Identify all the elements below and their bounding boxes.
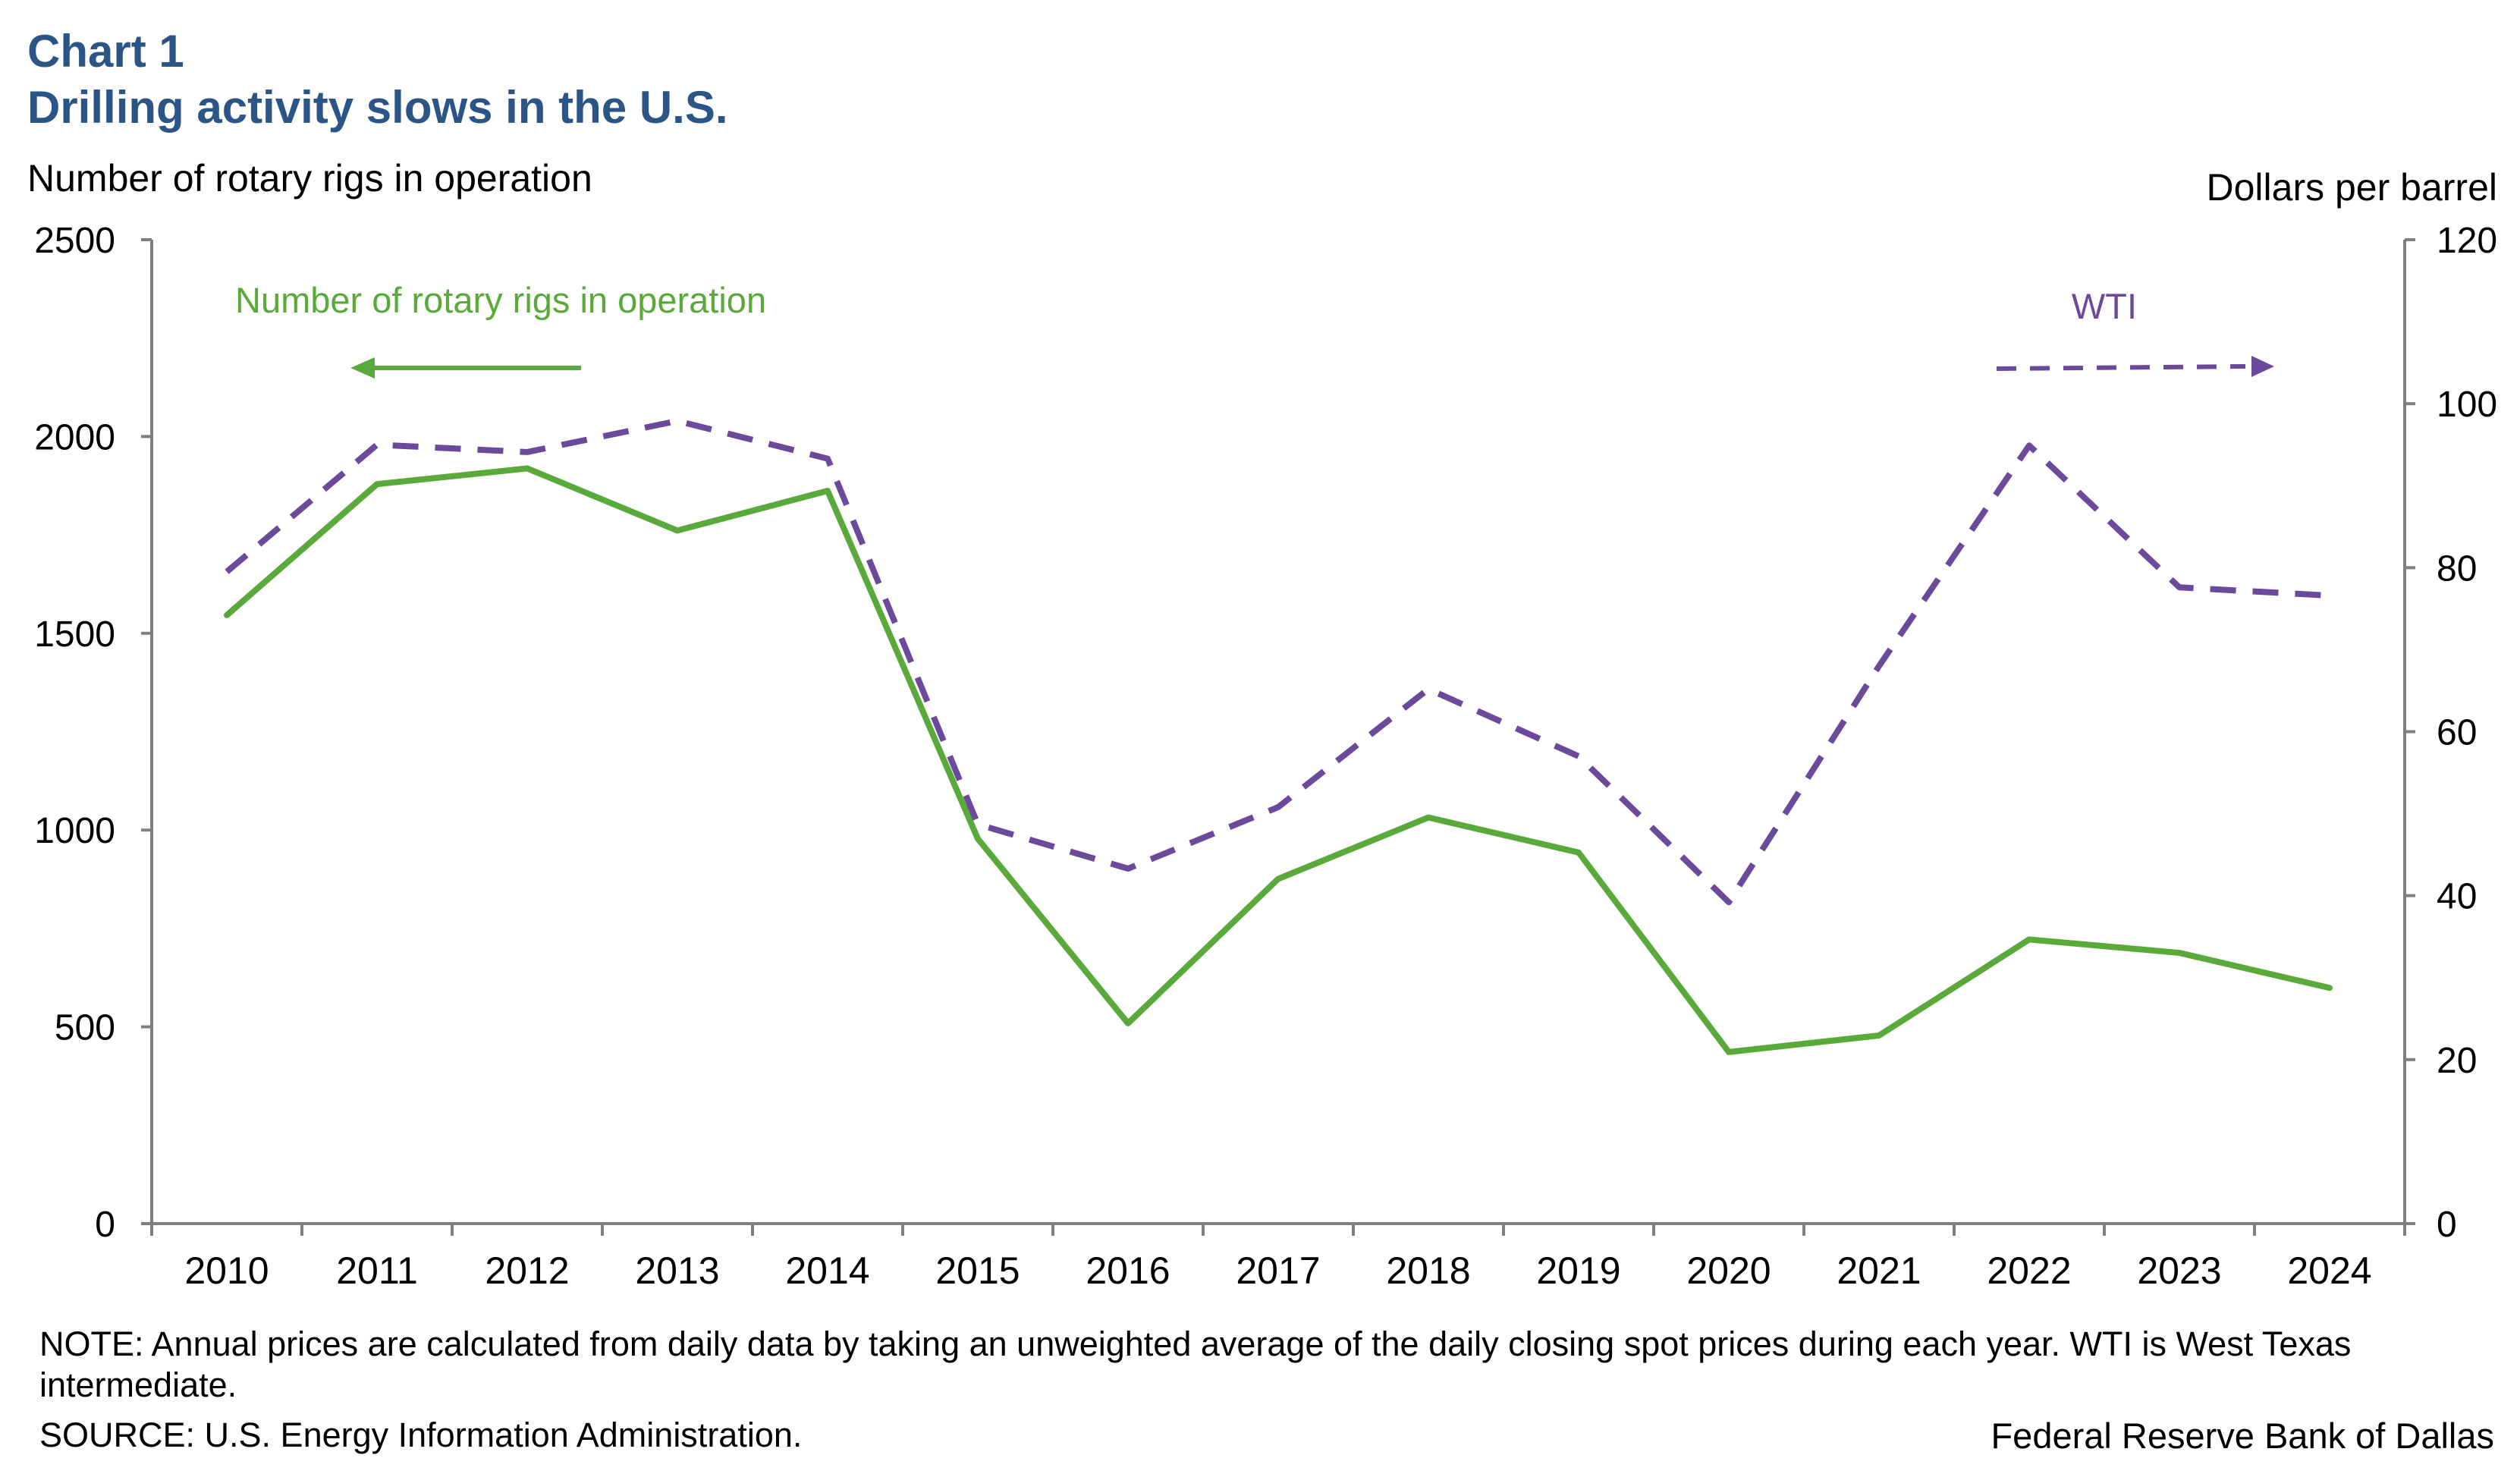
rigs-point-2015 [975, 836, 981, 842]
wti-point-2017 [1275, 804, 1281, 810]
wti-annotation-label: WTI [2072, 286, 2137, 326]
wti-arrow-head [2251, 356, 2274, 377]
wti-point-2013 [674, 418, 680, 424]
right-axis-title: Dollars per barrel [2206, 166, 2497, 209]
left-tick-label: 2500 [34, 221, 115, 261]
wti-point-2011 [374, 442, 380, 448]
wti-arrow-shaft [1996, 364, 2246, 371]
chart-source: SOURCE: U.S. Energy Information Administ… [39, 1416, 803, 1454]
rigs-point-2022 [2026, 936, 2032, 942]
left-tick-label: 1500 [34, 614, 115, 655]
x-tick-label: 2014 [785, 1249, 869, 1292]
left-tick-label: 500 [55, 1008, 115, 1048]
left-tick-label: 1000 [34, 811, 115, 851]
rigs-point-2016 [1125, 1020, 1131, 1026]
rigs-point-2021 [1876, 1032, 1882, 1039]
wti-point-2018 [1425, 686, 1431, 692]
left-tick-label: 2000 [34, 417, 115, 457]
wti-point-2024 [2327, 592, 2333, 599]
rigs-point-2013 [674, 527, 680, 533]
rigs-series-line [224, 465, 2333, 1055]
rigs-point-2014 [825, 488, 831, 494]
wti-point-2010 [224, 569, 230, 575]
wti-point-2023 [2176, 584, 2182, 590]
wti-point-2016 [1125, 866, 1131, 872]
left-tick-label: 0 [95, 1205, 115, 1245]
x-tick-label: 2023 [2137, 1249, 2221, 1292]
rigs-arrow-head [350, 357, 375, 379]
rigs-annotation-label: Number of rotary rigs in operation [235, 280, 766, 320]
x-tick-label: 2017 [1236, 1249, 1320, 1292]
right-tick-label: 100 [2437, 385, 2497, 425]
rigs-point-2018 [1425, 815, 1431, 821]
wti-point-2012 [524, 449, 530, 455]
rigs-point-2019 [1576, 850, 1582, 856]
rigs-point-2011 [374, 481, 380, 487]
left-axis-title: Number of rotary rigs in operation [27, 157, 592, 200]
rigs-point-2017 [1275, 876, 1281, 882]
x-tick-label: 2013 [635, 1249, 719, 1292]
right-tick-label: 20 [2437, 1041, 2477, 1081]
x-tick-label: 2015 [935, 1249, 1020, 1292]
wti-point-2015 [975, 822, 981, 828]
x-tick-label: 2010 [184, 1249, 269, 1292]
right-tick-label: 0 [2437, 1205, 2457, 1245]
x-tick-label: 2019 [1536, 1249, 1620, 1292]
x-tick-label: 2020 [1686, 1249, 1771, 1292]
wti-series-line [225, 417, 2330, 906]
chart-title: Drilling activity slows in the U.S. [27, 82, 728, 133]
wti-point-2022 [2026, 442, 2032, 448]
right-tick-label: 60 [2437, 713, 2477, 753]
right-tick-label: 80 [2437, 548, 2477, 589]
x-tick-label: 2021 [1837, 1249, 1921, 1292]
wti-point-2019 [1576, 753, 1582, 759]
wti-point-2020 [1726, 899, 1732, 905]
x-tick-label: 2011 [336, 1249, 418, 1292]
chart-note: NOTE: Annual prices are calculated from … [39, 1325, 2352, 1404]
rigs-point-2010 [224, 612, 230, 618]
rigs-point-2012 [524, 465, 530, 471]
right-tick-label: 120 [2437, 221, 2497, 261]
chart-number: Chart 1 [27, 26, 184, 77]
rigs-point-2023 [2176, 950, 2182, 956]
chart-credit: Federal Reserve Bank of Dallas [1991, 1416, 2494, 1456]
x-tick-label: 2016 [1086, 1249, 1170, 1292]
x-tick-label: 2018 [1386, 1249, 1470, 1292]
rigs-point-2020 [1726, 1049, 1732, 1055]
rigs-point-2024 [2327, 985, 2333, 991]
right-tick-label: 40 [2437, 877, 2477, 917]
x-tick-label: 2024 [2287, 1249, 2371, 1292]
wti-point-2021 [1876, 663, 1882, 669]
wti-point-2014 [825, 456, 831, 462]
x-tick-label: 2012 [485, 1249, 569, 1292]
x-tick-label: 2022 [1987, 1249, 2071, 1292]
